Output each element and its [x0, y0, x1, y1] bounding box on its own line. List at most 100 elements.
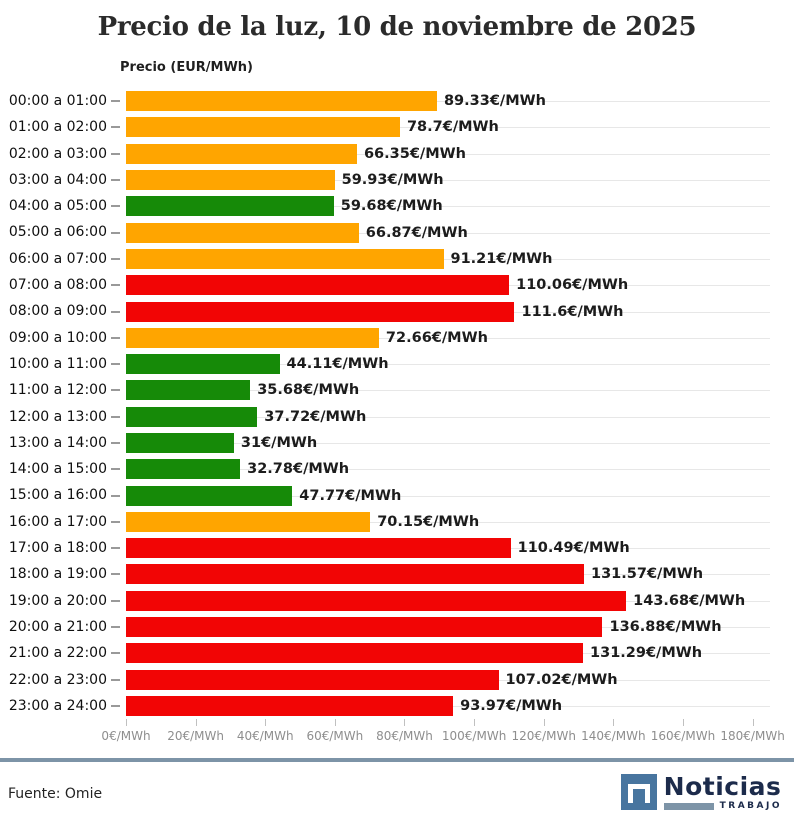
category-label: 21:00 a 22:00	[8, 645, 107, 662]
price-bar	[126, 170, 335, 191]
n-glyph-icon	[627, 783, 650, 803]
bar-row: 17:00 a 18:00 110.49€/MWh	[0, 535, 794, 561]
category-label: 18:00 a 19:00	[8, 566, 107, 583]
category-label: 22:00 a 23:00	[8, 671, 107, 688]
logo-bar	[663, 802, 714, 810]
bar-row: 11:00 a 12:00 35.68€/MWh	[0, 377, 794, 403]
price-bar-chart: 00:00 a 01:00 89.33€/MWh 01:00 a 02:00 78.7…	[0, 88, 794, 753]
plot-cell: 91.21€/MWh	[126, 246, 770, 272]
y-tick	[111, 678, 120, 681]
x-axis-label: 0€/MWh	[101, 729, 151, 744]
price-bar	[126, 143, 357, 164]
plot-cell: 89.33€/MWh	[126, 88, 770, 114]
category-label: 04:00 a 05:00	[8, 198, 107, 215]
plot-cell: 110.49€/MWh	[126, 535, 770, 561]
footer: Fuente: Omie Noticias TRABAJO	[0, 762, 794, 821]
category-label: 11:00 a 12:00	[8, 382, 107, 399]
value-label: 131.29€/MWh	[590, 645, 703, 662]
y-tick	[111, 126, 120, 129]
value-label: 78.7€/MWh	[406, 119, 499, 136]
value-label: 107.02€/MWh	[505, 671, 618, 688]
x-axis-label: 40€/MWh	[236, 729, 294, 744]
value-label: 37.72€/MWh	[264, 408, 367, 425]
y-tick	[111, 468, 120, 471]
y-tick	[111, 442, 120, 444]
x-axis-label: 80€/MWh	[376, 729, 433, 744]
price-bar	[126, 643, 584, 664]
category-label: 09:00 a 10:00	[8, 329, 107, 346]
category-label: 13:00 a 14:00	[8, 434, 107, 451]
y-tick	[111, 494, 120, 497]
price-bar	[126, 695, 454, 716]
plot-cell: 47.77€/MWh	[126, 482, 770, 508]
category-label: 02:00 a 03:00	[8, 145, 107, 162]
noticiastrabajo-logo: Noticias TRABAJO	[620, 774, 782, 811]
logo-n-icon	[620, 774, 657, 811]
x-axis-tick	[613, 719, 615, 727]
bar-row: 15:00 a 16:00 47.77€/MWh	[0, 482, 794, 508]
x-axis-tick	[682, 719, 684, 727]
x-axis-tick	[404, 719, 406, 727]
bar-row: 20:00 a 21:00 136.88€/MWh	[0, 614, 794, 640]
value-label: 31€/MWh	[240, 435, 318, 451]
y-tick	[111, 599, 120, 602]
plot-cell: 131.57€/MWh	[126, 561, 770, 587]
value-label: 44.11€/MWh	[286, 356, 389, 373]
plot-cell: 59.68€/MWh	[126, 193, 770, 219]
category-label: 06:00 a 07:00	[8, 250, 107, 267]
logo-text: Noticias TRABAJO	[663, 774, 782, 811]
y-tick	[111, 547, 120, 550]
x-axis-label: 20€/MWh	[167, 729, 224, 744]
value-label: 91.21€/MWh	[450, 250, 553, 267]
bar-row: 19:00 a 20:00 143.68€/MWh	[0, 588, 794, 614]
plot-cell: 131.29€/MWh	[126, 640, 770, 666]
gridline	[126, 206, 770, 208]
value-label: 143.68€/MWh	[633, 592, 746, 609]
category-label: 10:00 a 11:00	[8, 355, 107, 372]
gridline	[126, 469, 770, 471]
bar-row: 13:00 a 14:00 31€/MWh	[0, 430, 794, 456]
plot-cell: 70.15€/MWh	[126, 509, 770, 535]
value-label: 93.97€/MWh	[460, 697, 563, 714]
price-bar	[126, 485, 293, 506]
value-label: 66.35€/MWh	[363, 145, 466, 162]
category-label: 17:00 a 18:00	[8, 540, 107, 557]
axis-title: Precio (EUR/MWh)	[120, 60, 253, 75]
price-bar	[126, 538, 511, 559]
bar-row: 00:00 a 01:00 89.33€/MWh	[0, 88, 794, 114]
category-label: 07:00 a 08:00	[8, 277, 107, 294]
price-bar	[126, 617, 603, 638]
y-tick	[111, 415, 120, 418]
bar-row: 07:00 a 08:00 110.06€/MWh	[0, 272, 794, 298]
x-axis-label: 180€/MWh	[720, 729, 785, 744]
price-bar	[126, 196, 334, 217]
y-tick	[111, 152, 120, 155]
bar-row: 03:00 a 04:00 59.93€/MWh	[0, 167, 794, 193]
value-label: 70.15€/MWh	[377, 513, 480, 530]
price-bar	[126, 590, 627, 611]
price-bar	[126, 511, 371, 532]
category-label: 05:00 a 06:00	[8, 224, 107, 241]
plot-cell: 44.11€/MWh	[126, 351, 770, 377]
bar-row: 18:00 a 19:00 131.57€/MWh	[0, 561, 794, 587]
logo-subline: TRABAJO	[663, 801, 782, 811]
bar-row: 22:00 a 23:00 107.02€/MWh	[0, 667, 794, 693]
bar-row: 08:00 a 09:00 111.6€/MWh	[0, 298, 794, 324]
y-tick	[111, 257, 120, 260]
bar-row: 12:00 a 13:00 37.72€/MWh	[0, 404, 794, 430]
plot-cell: 111.6€/MWh	[126, 298, 770, 324]
bar-row: 21:00 a 22:00 131.29€/MWh	[0, 640, 794, 666]
value-label: 72.66€/MWh	[385, 329, 488, 346]
bar-row: 10:00 a 11:00 44.11€/MWh	[0, 351, 794, 377]
y-tick	[111, 389, 120, 392]
chart-title: Precio de la luz, 10 de noviembre de 202…	[97, 12, 697, 42]
price-bar	[126, 564, 584, 585]
gridline	[126, 495, 770, 497]
value-label: 89.33€/MWh	[443, 93, 546, 110]
x-axis-label: 100€/MWh	[441, 729, 507, 744]
value-label: 59.93€/MWh	[341, 172, 444, 189]
gridline	[126, 232, 770, 234]
x-axis-label: 140€/MWh	[581, 729, 646, 744]
bar-row: 14:00 a 15:00 32.78€/MWh	[0, 456, 794, 482]
x-axis-tick	[543, 719, 545, 727]
